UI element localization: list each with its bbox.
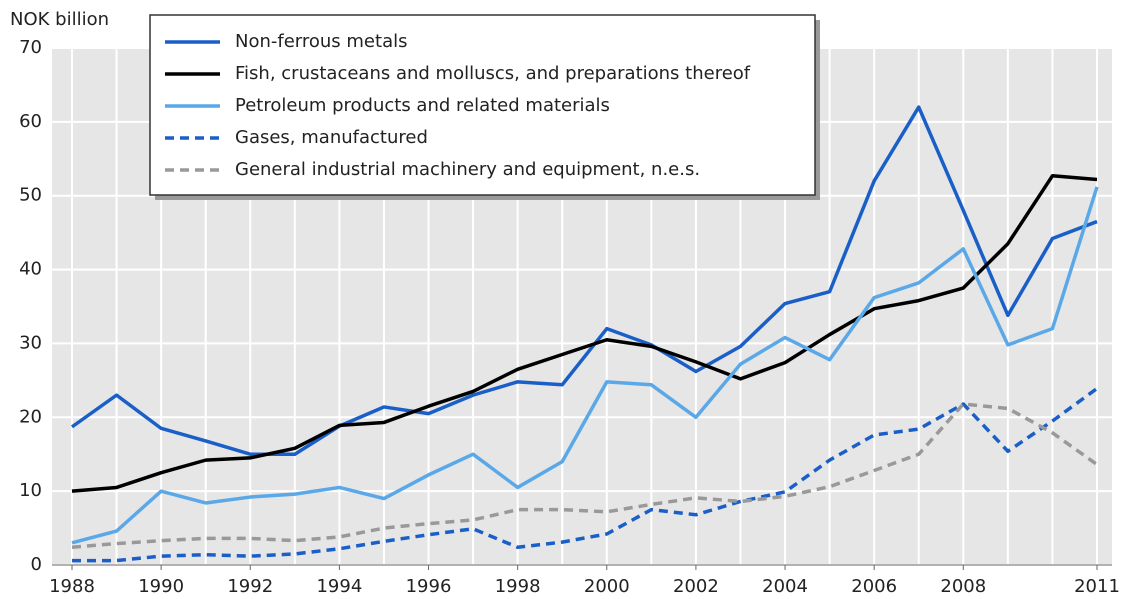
y-tick-label: 50 [19, 185, 42, 206]
y-tick-label: 0 [31, 554, 42, 575]
legend-box [149, 14, 816, 196]
x-tick-label: 1992 [227, 576, 273, 597]
legend: Non-ferrous metals Fish, crustaceans and … [149, 14, 820, 200]
y-tick-label: 40 [19, 259, 42, 280]
legend-label: Non-ferrous metals [235, 31, 407, 52]
legend-label: General industrial machinery and equipme… [235, 159, 700, 180]
x-tick-label: 2008 [940, 576, 986, 597]
series-line [72, 387, 1099, 563]
y-tick-label: 30 [19, 332, 42, 353]
x-tick-label: 1996 [406, 576, 452, 597]
x-tick-label: 2006 [851, 576, 897, 597]
y-tick-label: 10 [19, 480, 42, 501]
series-line [71, 174, 1098, 493]
legend-label: Fish, crustaceans and molluscs, and prep… [235, 63, 751, 84]
y-tick-label: 60 [19, 111, 42, 132]
x-tick-label: 1994 [316, 576, 362, 597]
x-tick-label: 1988 [49, 576, 95, 597]
series-line [71, 402, 1099, 550]
y-tick-label: 70 [19, 37, 42, 58]
x-tick-label: 1990 [138, 576, 184, 597]
x-tick-label: 2004 [762, 576, 808, 597]
x-tick-label: 1998 [495, 576, 541, 597]
series-line [70, 105, 1098, 456]
y-tick-label: 20 [19, 406, 42, 427]
legend-label: Petroleum products and related materials [235, 95, 610, 116]
series-line [71, 186, 1099, 545]
y-axis-label: NOK billion [10, 9, 109, 30]
x-tick-label: 2002 [673, 576, 719, 597]
x-tick-label: 2011 [1074, 576, 1120, 597]
x-tick-label: 2000 [584, 576, 630, 597]
legend-label: Gases, manufactured [235, 127, 428, 148]
